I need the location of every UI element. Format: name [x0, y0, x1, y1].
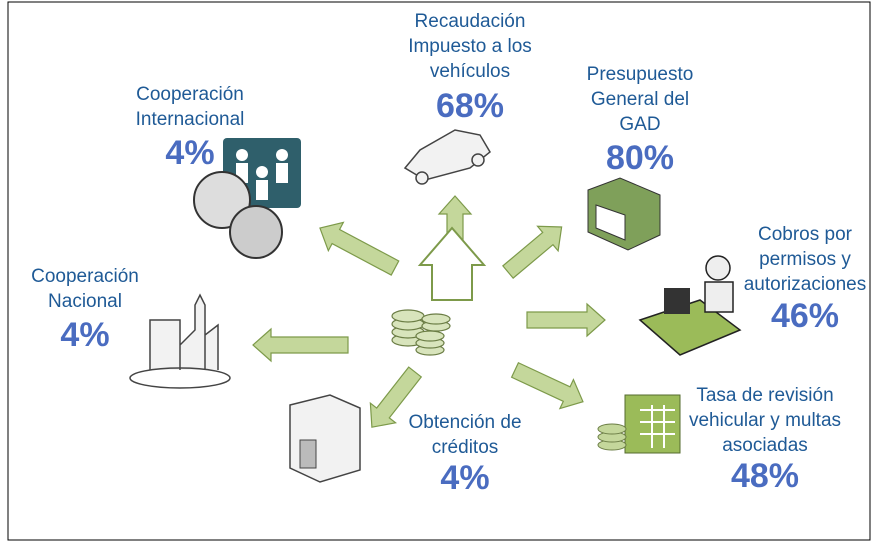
- node-label: Recaudación: [415, 11, 526, 32]
- node-label: asociadas: [722, 435, 808, 456]
- user-body: [704, 281, 734, 313]
- node-label: Cobros por: [758, 224, 853, 245]
- globe-icon: [229, 205, 283, 259]
- node-percent: 68%: [436, 87, 504, 125]
- user-head: [705, 255, 731, 281]
- coins: [391, 309, 451, 356]
- node-label: Impuesto a los: [408, 36, 532, 57]
- city-icon: [149, 293, 219, 370]
- node-label: Internacional: [136, 109, 245, 130]
- city-ground: [129, 367, 231, 389]
- frame: [7, 1, 871, 541]
- growth-arrow: [417, 226, 487, 301]
- car-wheel: [471, 153, 485, 167]
- arrow: [319, 221, 400, 276]
- node-label: autorizaciones: [744, 274, 867, 295]
- node-label: Cooperación: [136, 84, 244, 105]
- car-wheel: [415, 171, 429, 185]
- people: [236, 149, 288, 200]
- node-label: vehículos: [430, 61, 510, 82]
- icons: [129, 129, 742, 483]
- arrow: [252, 327, 349, 363]
- arrow: [510, 361, 584, 410]
- node-label: General del: [591, 89, 689, 110]
- node-label: Tasa de revisión: [696, 385, 833, 406]
- arrow: [526, 302, 606, 338]
- node-label: créditos: [432, 437, 499, 458]
- node-percent: 46%: [771, 297, 839, 335]
- node-percent: 4%: [60, 316, 109, 354]
- node-label: GAD: [619, 114, 660, 135]
- arrow: [369, 366, 423, 428]
- node-label: permisos y: [759, 249, 851, 270]
- node-percent: 4%: [440, 459, 489, 497]
- node-label: vehicular y multas: [689, 410, 841, 431]
- car-icon: [403, 129, 491, 181]
- node-percent: 80%: [606, 139, 674, 177]
- bank-facade: [595, 204, 626, 241]
- arrows: [252, 195, 606, 428]
- sheet-grid: [640, 405, 675, 448]
- node-label: Obtención de: [408, 412, 521, 433]
- node-label: Presupuesto: [587, 64, 694, 85]
- node-percent: 48%: [731, 457, 799, 495]
- building-icon: [289, 394, 361, 483]
- labels: Recaudación Impuesto a los vehículos 68% Pre…: [31, 11, 866, 497]
- arrow: [502, 225, 563, 279]
- monitor: [664, 288, 690, 314]
- node-label: Cooperación: [31, 266, 139, 287]
- sheet-coins: [597, 423, 627, 451]
- node-percent: 4%: [165, 134, 214, 172]
- node-label: Nacional: [48, 291, 122, 312]
- building-door: [299, 439, 317, 469]
